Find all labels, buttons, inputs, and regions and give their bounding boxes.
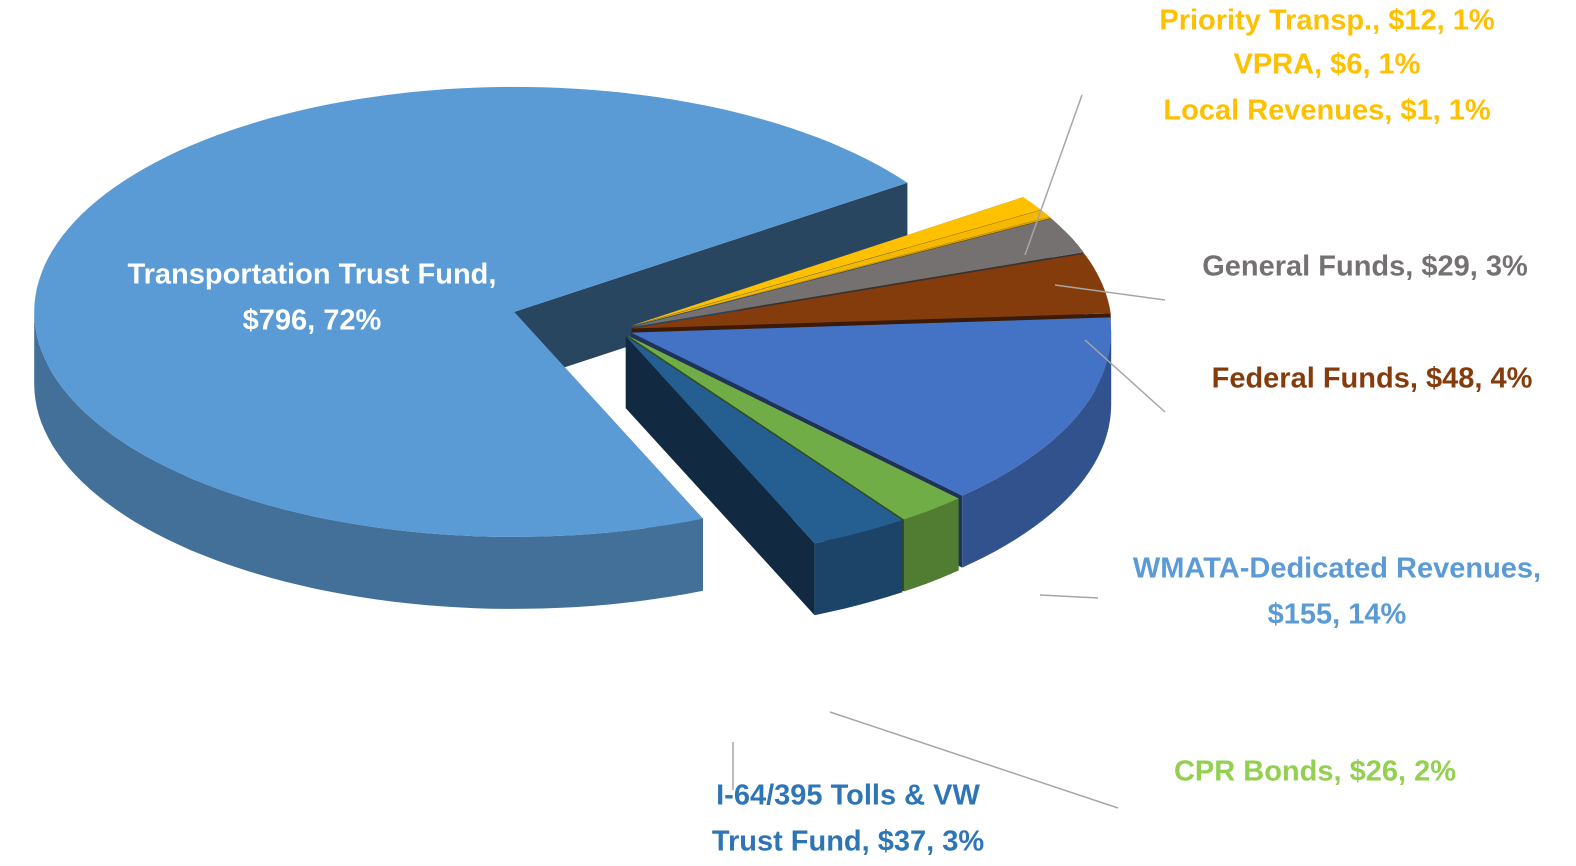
data-label: Trust Fund, $37, 3% — [712, 826, 985, 858]
leader-line — [829, 711, 1119, 809]
slice — [625, 336, 903, 544]
leader-line — [1024, 94, 1083, 256]
data-label: General Funds, $29, 3% — [1202, 251, 1528, 283]
slice — [627, 335, 959, 520]
data-label: I-64/395 Tolls & VW — [716, 780, 980, 812]
slice-side — [514, 182, 908, 384]
slice-side — [625, 336, 815, 616]
slice — [630, 197, 1041, 327]
slice — [631, 218, 1084, 328]
slice-edge — [962, 332, 1112, 568]
data-label: Federal Funds, $48, 4% — [1212, 363, 1533, 395]
data-label: $796, 72% — [243, 305, 382, 337]
slice — [630, 210, 1050, 327]
data-labels: Transportation Trust Fund, $796, 72% Prior… — [128, 5, 1542, 858]
leader-lines — [732, 94, 1166, 809]
slice — [34, 86, 908, 537]
slice — [630, 216, 1051, 327]
data-label: $155, 14% — [1268, 599, 1407, 631]
slice — [631, 317, 1112, 496]
leader-line — [1084, 339, 1166, 413]
slice-edge — [34, 311, 703, 609]
data-label: Transportation Trust Fund, — [128, 259, 497, 291]
data-label: WMATA-Dedicated Revenues, — [1133, 553, 1541, 585]
slice-edge — [814, 520, 903, 616]
data-label: Local Revenues, $1, 1% — [1163, 95, 1490, 127]
slice — [631, 253, 1111, 329]
data-label: CPR Bonds, $26, 2% — [1174, 756, 1456, 788]
slice-edge — [904, 498, 959, 592]
leader-line — [1039, 594, 1099, 599]
leader-line — [1054, 284, 1166, 301]
slice-tops — [34, 86, 1112, 544]
data-label: VPRA, $6, 1% — [1234, 49, 1421, 81]
data-label: Priority Transp., $12, 1% — [1159, 5, 1494, 37]
